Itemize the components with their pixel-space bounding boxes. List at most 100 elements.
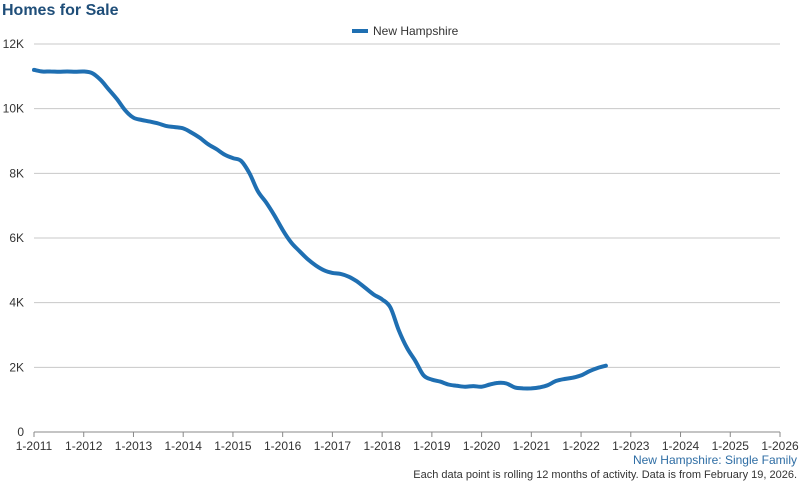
data-point[interactable] — [297, 249, 301, 253]
data-point[interactable] — [140, 118, 144, 122]
data-point[interactable] — [322, 268, 326, 272]
data-point[interactable] — [306, 257, 310, 261]
data-point[interactable] — [57, 70, 61, 74]
x-tick-label: 1-2011 — [16, 439, 53, 453]
data-point[interactable] — [521, 386, 525, 390]
data-point[interactable] — [488, 383, 492, 387]
data-point[interactable] — [455, 384, 459, 388]
data-point[interactable] — [256, 189, 260, 193]
y-tick-label: 6K — [9, 231, 24, 245]
data-point[interactable] — [82, 70, 86, 74]
data-point[interactable] — [604, 364, 608, 368]
data-point[interactable] — [239, 159, 243, 163]
data-point[interactable] — [190, 131, 194, 135]
x-tick-label: 1-2017 — [314, 439, 352, 453]
data-point[interactable] — [587, 369, 591, 373]
x-tick-label: 1-2014 — [165, 439, 203, 453]
chart-title: Homes for Sale — [2, 2, 119, 19]
data-point[interactable] — [272, 213, 276, 217]
data-point[interactable] — [563, 377, 567, 381]
x-tick-label: 1-2019 — [413, 439, 451, 453]
legend[interactable]: New Hampshire — [352, 24, 459, 38]
data-point[interactable] — [496, 381, 500, 385]
data-point[interactable] — [181, 126, 185, 130]
data-point[interactable] — [422, 373, 426, 377]
data-point[interactable] — [463, 385, 467, 389]
data-point[interactable] — [505, 382, 509, 386]
data-point[interactable] — [480, 385, 484, 389]
x-tick-label: 1-2015 — [214, 439, 252, 453]
data-point[interactable] — [32, 68, 36, 72]
gridlines — [34, 43, 780, 433]
legend-label-new-hampshire: New Hampshire — [373, 24, 459, 38]
footer-note: Each data point is rolling 12 months of … — [413, 469, 797, 481]
data-point[interactable] — [546, 383, 550, 387]
data-point[interactable] — [364, 286, 368, 290]
data-point[interactable] — [538, 385, 542, 389]
data-point[interactable] — [123, 108, 127, 112]
data-point[interactable] — [339, 272, 343, 276]
data-point[interactable] — [430, 378, 434, 382]
data-point[interactable] — [446, 383, 450, 387]
data-point[interactable] — [413, 359, 417, 363]
data-point[interactable] — [264, 200, 268, 204]
data-point[interactable] — [380, 297, 384, 301]
series-layer — [32, 67, 608, 391]
data-point[interactable] — [330, 271, 334, 275]
x-tick-label: 1-2021 — [513, 439, 551, 453]
data-point[interactable] — [355, 280, 359, 284]
data-point[interactable] — [579, 373, 583, 377]
data-point[interactable] — [214, 147, 218, 151]
y-tick-label: 0 — [17, 425, 24, 439]
x-tick-label: 1-2020 — [463, 439, 501, 453]
data-point[interactable] — [314, 264, 318, 268]
data-point[interactable] — [596, 366, 600, 370]
data-point[interactable] — [223, 153, 227, 157]
data-point[interactable] — [198, 136, 202, 140]
data-point[interactable] — [513, 385, 517, 389]
data-point[interactable] — [165, 124, 169, 128]
data-point[interactable] — [98, 78, 102, 82]
data-point[interactable] — [571, 376, 575, 380]
data-point[interactable] — [388, 306, 392, 310]
data-point[interactable] — [115, 97, 119, 101]
y-tick-label: 4K — [9, 296, 24, 310]
y-tick-label: 12K — [3, 37, 24, 51]
data-point[interactable] — [372, 293, 376, 297]
data-point[interactable] — [529, 386, 533, 390]
data-point[interactable] — [281, 228, 285, 232]
x-tick-label: 1-2016 — [264, 439, 302, 453]
data-point[interactable] — [554, 379, 558, 383]
data-point[interactable] — [231, 156, 235, 160]
data-point[interactable] — [248, 171, 252, 175]
data-point[interactable] — [289, 240, 293, 244]
data-point[interactable] — [438, 380, 442, 384]
data-point[interactable] — [156, 122, 160, 126]
y-tick-label: 10K — [3, 102, 24, 116]
data-point[interactable] — [471, 384, 475, 388]
y-tick-label: 8K — [9, 166, 24, 180]
data-point[interactable] — [65, 70, 69, 74]
y-tick-label: 2K — [9, 360, 24, 374]
data-point[interactable] — [132, 116, 136, 120]
data-point[interactable] — [49, 70, 53, 74]
x-tick-label: 1-2023 — [612, 439, 650, 453]
data-point[interactable] — [73, 70, 77, 74]
x-tick-label: 1-2013 — [115, 439, 153, 453]
data-point[interactable] — [173, 125, 177, 129]
data-point[interactable] — [206, 142, 210, 146]
data-point[interactable] — [347, 275, 351, 279]
data-point[interactable] — [397, 328, 401, 332]
x-tick-label: 1-2012 — [65, 439, 103, 453]
data-point[interactable] — [148, 120, 152, 124]
data-point[interactable] — [40, 70, 44, 74]
series-line-new-hampshire[interactable] — [32, 67, 608, 391]
footer-source[interactable]: New Hampshire: Single Family — [632, 453, 797, 467]
x-tick-label: 1-2025 — [712, 439, 750, 453]
data-point[interactable] — [405, 346, 409, 350]
x-tick-label: 1-2018 — [363, 439, 401, 453]
data-point[interactable] — [90, 71, 94, 75]
data-point[interactable] — [107, 87, 111, 91]
x-axis-labels: 1-2011 1-2012 1-2013 1-2014 1-2015 1-2016 1-20… — [16, 432, 799, 453]
